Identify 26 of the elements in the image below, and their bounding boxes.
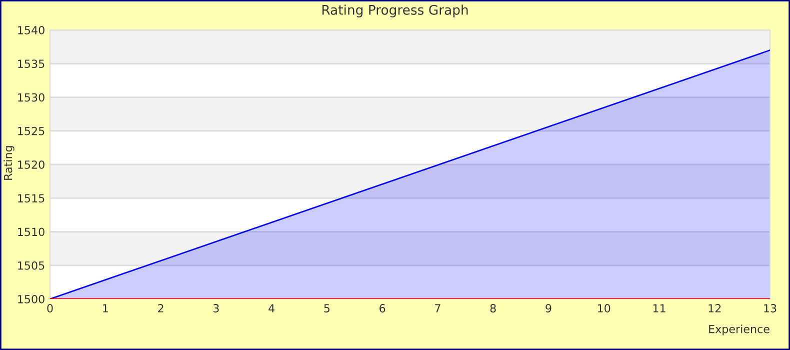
y-tick-label: 1525: [18, 126, 44, 136]
x-tick-label: 6: [380, 304, 386, 312]
x-tick-label: 12: [708, 304, 721, 312]
y-tick-label: 1500: [18, 294, 44, 304]
x-tick-label: 4: [268, 304, 274, 312]
y-axis-title: Rating: [4, 146, 14, 180]
chart-title: Rating Progress Graph: [322, 4, 468, 18]
y-tick-label: 1535: [18, 60, 44, 68]
x-tick-label: 5: [324, 304, 330, 312]
x-tick-label: 13: [764, 304, 776, 312]
y-tick-label: 1530: [18, 93, 44, 102]
x-tick-label: 3: [213, 304, 219, 312]
x-tick-label: 7: [435, 304, 440, 312]
y-tick-label: 1520: [18, 160, 44, 169]
x-tick-label: 11: [653, 304, 666, 312]
y-tick-label: 1510: [18, 228, 44, 236]
x-tick-label: 8: [490, 304, 496, 312]
x-tick-label: 0: [47, 304, 53, 312]
x-tick-label: 9: [546, 304, 552, 312]
x-tick-label: 10: [598, 304, 610, 312]
x-axis-title: Experience: [709, 324, 770, 336]
y-tick-label: 1505: [18, 261, 44, 270]
x-tick-label: 2: [158, 304, 164, 312]
y-tick-label: 1515: [18, 194, 44, 203]
x-tick-label: 1: [103, 304, 108, 312]
y-tick-label: 1540: [18, 26, 44, 34]
